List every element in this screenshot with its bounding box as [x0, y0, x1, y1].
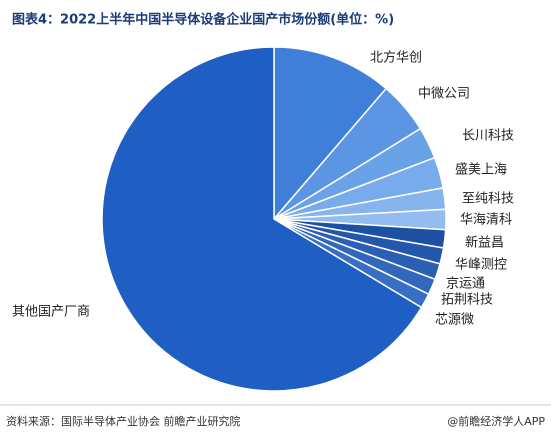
pie-slice	[273, 46, 388, 222]
slice-label: 芯源微	[435, 313, 474, 328]
slice-label: 盛美上海	[455, 163, 507, 178]
slice-label: 京运通	[446, 277, 485, 292]
slice-label: 长川科技	[462, 129, 514, 144]
chart-title: 图表4：2022上半年中国半导体设备企业国产市场份额(单位：%)	[12, 12, 394, 28]
slice-label: 新益昌	[465, 235, 504, 251]
credit: @前瞻经济学人APP	[447, 414, 545, 428]
slice-label: 拓荆科技	[441, 292, 493, 308]
slice-label: 至纯科技	[462, 192, 514, 207]
slice-label: 华峰测控	[455, 258, 507, 273]
slice-label: 其他国产厂商	[12, 305, 90, 320]
slice-label: 中微公司	[418, 87, 470, 102]
pie-slice	[101, 46, 423, 392]
slice-label: 北方华创	[370, 50, 422, 66]
slice-label: 华海清科	[460, 213, 512, 228]
source: 资料来源：国际半导体产业协会 前瞻产业研究院	[6, 414, 241, 428]
